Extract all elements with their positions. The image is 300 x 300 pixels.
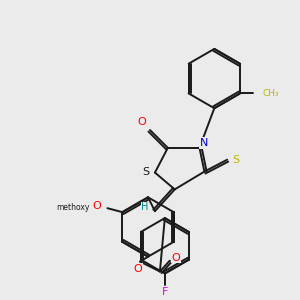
Text: S: S <box>142 167 150 177</box>
Text: O: O <box>134 263 142 274</box>
Text: S: S <box>232 155 240 165</box>
Text: methoxy: methoxy <box>56 203 90 212</box>
Text: N: N <box>200 138 208 148</box>
Text: O: O <box>93 201 101 211</box>
Text: F: F <box>162 287 168 297</box>
Text: O: O <box>171 253 180 263</box>
Text: CH₃: CH₃ <box>263 89 279 98</box>
Text: O: O <box>138 117 146 127</box>
Text: H: H <box>141 202 149 212</box>
